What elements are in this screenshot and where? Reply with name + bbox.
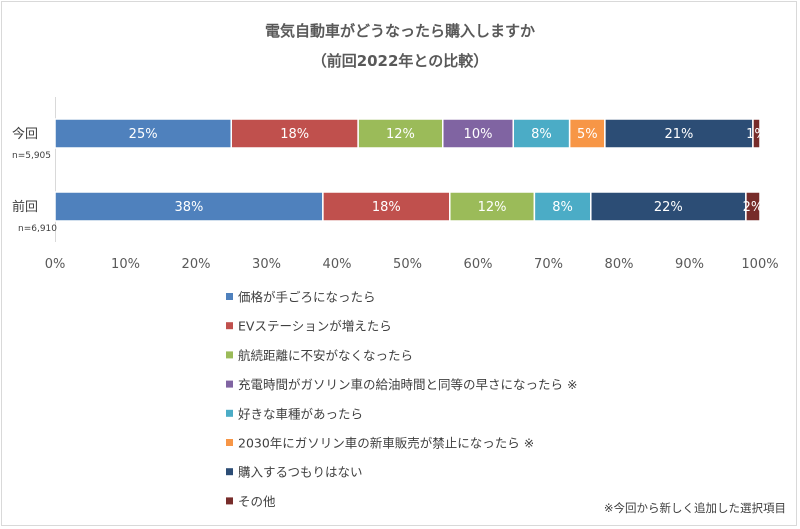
x-tick-label: 80%: [605, 257, 634, 272]
legend-label: 航続距離に不安がなくなったら: [238, 348, 413, 363]
chart-title: 電気自動車がどうなったら購入しますか: [265, 22, 535, 40]
bar-segment: [357, 118, 444, 149]
bar-segment: [568, 118, 606, 149]
bar-data-label: 2%: [743, 200, 764, 215]
x-tick-label: 30%: [252, 257, 281, 272]
bar-data-label: 8%: [531, 127, 552, 142]
legend-label: 2030年にガソリン車の新車販売が禁止になったら ※: [238, 436, 534, 451]
bar-data-label: 8%: [552, 200, 573, 215]
legend-item: 好きな車種があったら: [226, 406, 363, 421]
legend-label: EVステーションが増えたら: [238, 319, 392, 334]
bar-segment: [604, 118, 754, 149]
x-tick-label: 10%: [111, 257, 140, 272]
x-tick-label: 70%: [534, 257, 563, 272]
sample-size-label: n=6,910: [18, 224, 57, 234]
legend-item: 価格が手ごろになったら: [226, 290, 376, 305]
bar-data-label: 25%: [129, 127, 158, 142]
bar-segment: [449, 191, 536, 222]
x-tick-label: 40%: [323, 257, 352, 272]
bar-segment: [752, 118, 761, 149]
bar-data-label: 12%: [478, 200, 507, 215]
legend-label: その他: [238, 494, 276, 509]
x-tick-label: 20%: [182, 257, 211, 272]
bar-data-label: 5%: [577, 127, 598, 142]
category-label: 今回: [12, 126, 38, 142]
legend-swatch: [226, 293, 233, 300]
legend-label: 価格が手ごろになったら: [238, 290, 376, 305]
legend-label: 購入するつもりはない: [238, 465, 363, 480]
legend-swatch: [226, 468, 233, 476]
legend-swatch: [226, 409, 233, 417]
bar-segment: [533, 191, 592, 222]
x-tick-label: 100%: [741, 257, 778, 272]
legend-item: EVステーションが増えたら: [226, 319, 392, 334]
legend-swatch: [226, 497, 233, 505]
legend-label: 充電時間がガソリン車の給油時間と同等の早さになったら ※: [238, 377, 577, 392]
bar-segment: [745, 191, 761, 222]
bar-segment: [442, 118, 514, 149]
legend-label: 好きな車種があったら: [238, 406, 363, 421]
bar-segment: [54, 118, 232, 149]
legend-swatch: [226, 439, 233, 446]
footnote: ※今回から新しく追加した選択項目: [604, 501, 786, 515]
x-tick-label: 50%: [393, 257, 422, 272]
bar-data-label: 18%: [280, 127, 309, 142]
legend-item: 購入するつもりはない: [226, 465, 363, 480]
bar-data-label: 18%: [372, 200, 401, 215]
legend-swatch: [226, 380, 233, 388]
legend-item: 充電時間がガソリン車の給油時間と同等の早さになったら ※: [226, 377, 577, 392]
legend-item: 2030年にガソリン車の新車販売が禁止になったら ※: [226, 436, 534, 451]
bar-data-label: 21%: [664, 127, 693, 142]
category-label: 前回: [12, 199, 38, 215]
legend-item: 航続距離に不安がなくなったら: [226, 348, 413, 363]
x-tick-label: 0%: [45, 257, 66, 272]
bar-data-label: 10%: [464, 127, 493, 142]
chart-subtitle: （前回2022年との比較）: [312, 52, 489, 70]
legend-item: その他: [226, 494, 276, 509]
bar-data-label: 12%: [386, 127, 415, 142]
bar-data-label: 1%: [746, 127, 767, 142]
bar-segment: [590, 191, 747, 222]
legend-swatch: [226, 322, 233, 330]
bar-data-label: 22%: [654, 200, 683, 215]
x-tick-label: 90%: [675, 257, 704, 272]
legend-swatch: [226, 351, 233, 359]
bar-data-label: 38%: [174, 200, 203, 215]
sample-size-label: n=5,905: [12, 151, 51, 161]
x-tick-label: 60%: [464, 257, 493, 272]
